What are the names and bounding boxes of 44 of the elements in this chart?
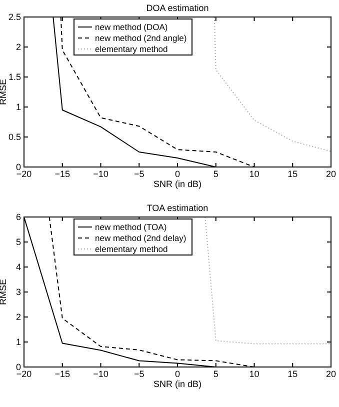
y-tick-label: 2 [16,42,21,52]
x-tick-label: −5 [134,369,144,379]
y-tick-label: 2 [16,312,21,322]
x-tick-label: 10 [249,169,260,179]
y-tick-label: 1 [16,102,21,112]
x-tick-label: −10 [93,169,108,179]
y-tick-label: 0 [16,362,21,372]
legend-label: new method (2nd delay) [95,233,186,243]
chart-title: DOA estimation [146,3,209,13]
x-tick-label: 10 [249,369,260,379]
x-tick-label: 5 [213,169,218,179]
y-tick-label: 2.5 [8,12,21,22]
y-tick-label: 0.5 [8,132,21,142]
x-tick-label: −20 [16,169,32,179]
y-axis-title: RMSE [0,278,8,306]
y-tick-label: 5 [16,237,21,247]
y-tick-label: 3 [16,287,21,297]
legend-label: elementary method [95,244,168,254]
legend-label: new method (DOA) [95,22,168,32]
line-series [214,17,331,152]
legend-label: elementary method [95,44,168,54]
legend-label: new method (TOA) [95,222,167,232]
x-tick-label: −20 [16,369,32,379]
x-tick-label: 5 [213,369,218,379]
x-tick-label: 0 [174,169,180,179]
y-tick-label: 4 [16,262,21,272]
legend-label: new method (2nd angle) [95,33,187,43]
x-tick-label: 0 [174,369,180,379]
x-tick-label: 15 [288,369,298,379]
x-axis-title: SNR (in dB) [153,379,202,389]
x-tick-label: −5 [134,169,144,179]
x-tick-label: −15 [54,369,70,379]
x-tick-label: −15 [54,169,70,179]
x-tick-label: 20 [326,169,336,179]
x-tick-label: 15 [288,169,298,179]
x-tick-label: −10 [93,369,108,379]
y-tick-label: 6 [16,212,21,222]
y-tick-label: 1.5 [8,72,21,82]
chart-title: TOA estimation [146,203,208,213]
x-axis-title: SNR (in dB) [153,179,202,189]
x-tick-label: 20 [326,369,336,379]
y-axis-title: RMSE [0,78,8,106]
y-tick-label: 0 [16,162,21,172]
y-tick-label: 1 [16,337,21,347]
